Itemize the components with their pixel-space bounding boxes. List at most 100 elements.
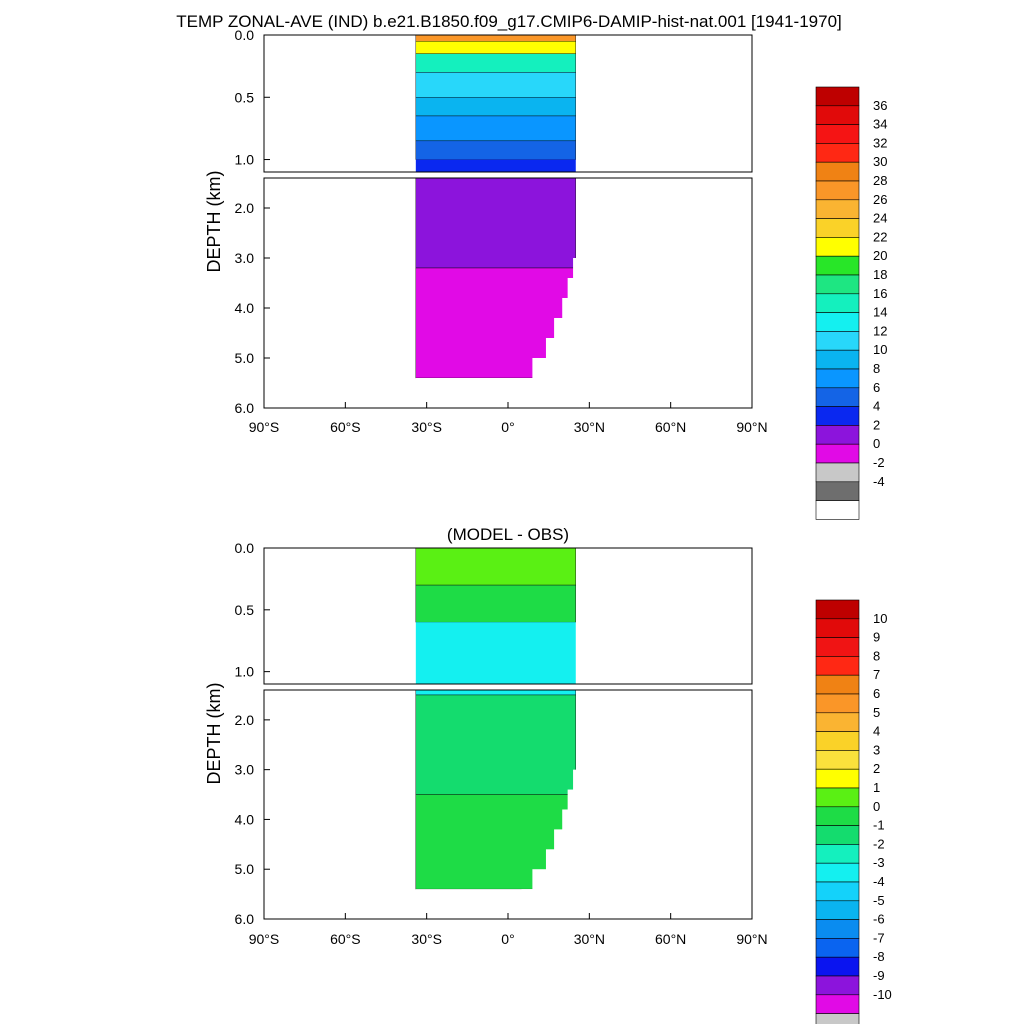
colorbar-box — [815, 881, 860, 902]
colorbar-label: 36 — [873, 98, 887, 113]
colorbar-box — [815, 844, 860, 864]
colorbar-box — [815, 731, 860, 751]
depth-band — [415, 689, 576, 696]
colorbar-label: -10 — [873, 987, 892, 1002]
colorbar-box — [815, 656, 860, 676]
depth-band — [415, 584, 576, 623]
x-tick-label: 60°N — [655, 419, 686, 435]
depth-band — [415, 72, 576, 98]
depth-band — [415, 97, 576, 117]
colorbar-box — [815, 143, 860, 163]
y-tick-label: 0.0 — [235, 540, 255, 556]
colorbar-box — [815, 618, 860, 638]
colorbar-box — [815, 938, 860, 958]
colorbar-box — [815, 425, 860, 445]
colorbar-label: -4 — [873, 474, 885, 489]
colorbar-label: 18 — [873, 267, 887, 282]
colorbar-label: 4 — [873, 724, 880, 739]
upper-frame — [263, 547, 753, 685]
x-tick-label: 90°S — [249, 931, 280, 947]
colorbar-box — [815, 975, 860, 996]
y-tick-label: 6.0 — [235, 400, 255, 416]
colorbar-label: 1 — [873, 780, 880, 795]
colorbar-label: 8 — [873, 648, 880, 663]
x-tick-label: 30°S — [411, 419, 442, 435]
colorbar-box — [815, 862, 860, 883]
colorbar-box — [815, 293, 860, 313]
colorbar-label: -1 — [873, 818, 885, 833]
colorbar-box — [815, 637, 860, 657]
colorbar-box — [815, 787, 860, 808]
seafloor-mask — [415, 378, 577, 408]
colorbar-label: 10 — [873, 342, 887, 357]
colorbar-label: 10 — [873, 611, 887, 626]
colorbar-box — [815, 86, 860, 107]
colorbar-box — [815, 274, 860, 295]
colorbar-label: 24 — [873, 211, 887, 226]
y-tick-label: 0.5 — [235, 602, 255, 618]
colorbar-label: 0 — [873, 436, 880, 451]
colorbar-label: -6 — [873, 912, 885, 927]
x-tick-label: 60°N — [655, 931, 686, 947]
colorbar-box — [815, 919, 860, 939]
y-axis-title: DEPTH (km) — [204, 683, 224, 785]
y-tick-label: 5.0 — [235, 861, 255, 877]
y-tick-label: 3.0 — [235, 250, 255, 266]
colorbar-label: -5 — [873, 893, 885, 908]
figure-title: TEMP ZONAL-AVE (IND) b.e21.B1850.f09_g17… — [176, 12, 842, 31]
colorbar-box — [815, 387, 860, 407]
colorbar-label: 14 — [873, 305, 887, 320]
depth-band — [415, 34, 576, 42]
depth-band — [415, 140, 576, 160]
colorbar-label: 4 — [873, 399, 880, 414]
colorbar-label: -8 — [873, 949, 885, 964]
colorbar-label: 12 — [873, 323, 887, 338]
colorbar-box — [815, 312, 860, 332]
colorbar-label: 28 — [873, 173, 887, 188]
x-tick-label: 90°S — [249, 419, 280, 435]
colorbar-box — [815, 674, 860, 695]
y-tick-label: 5.0 — [235, 350, 255, 366]
colorbar-box — [815, 406, 860, 426]
colorbar-label: 20 — [873, 248, 887, 263]
colorbar-box — [815, 349, 860, 370]
y-tick-label: 4.0 — [235, 811, 255, 827]
temperature-panel: 0.0 0.5 1.0 2.0 3.0 4.0 5.0 6.0 90°S 60°S 30°S 0° 30… — [204, 27, 887, 520]
x-tick-label: 0° — [501, 419, 514, 435]
seafloor-mask — [415, 889, 577, 919]
colorbar-box — [815, 105, 860, 125]
colorbar-label: -9 — [873, 968, 885, 983]
colorbar-label: -2 — [873, 836, 885, 851]
colorbar-label: 26 — [873, 192, 887, 207]
colorbar-box — [815, 599, 860, 620]
colorbar-box — [815, 768, 860, 789]
y-tick-label: 2.0 — [235, 712, 255, 728]
depth-band — [415, 53, 576, 73]
colorbar-box — [815, 693, 860, 714]
colorbar-label: 6 — [873, 686, 880, 701]
y-tick-label: 3.0 — [235, 762, 255, 778]
colorbar-box — [815, 161, 860, 182]
depth-band — [415, 694, 576, 795]
depth-band — [415, 41, 576, 54]
depth-band — [415, 622, 576, 684]
colorbar-box — [815, 712, 860, 732]
x-tick-label: 30°N — [574, 931, 605, 947]
x-tick-label: 30°S — [411, 931, 442, 947]
depth-band — [415, 159, 576, 172]
upper-frame — [263, 34, 753, 173]
y-axis-title: DEPTH (km) — [204, 171, 224, 273]
y-tick-label: 4.0 — [235, 300, 255, 316]
colorbar-box — [815, 255, 860, 276]
colorbar-box — [815, 218, 860, 238]
x-tick-label: 90°N — [736, 419, 767, 435]
colorbar-box — [815, 750, 860, 770]
colorbar-label: -3 — [873, 855, 885, 870]
colorbar-label: 2 — [873, 761, 880, 776]
x-tick-label: 60°S — [330, 931, 361, 947]
colorbar-label: 16 — [873, 286, 887, 301]
colorbar-box — [815, 331, 860, 351]
colorbar-label: -7 — [873, 930, 885, 945]
colorbar-box — [815, 462, 860, 483]
